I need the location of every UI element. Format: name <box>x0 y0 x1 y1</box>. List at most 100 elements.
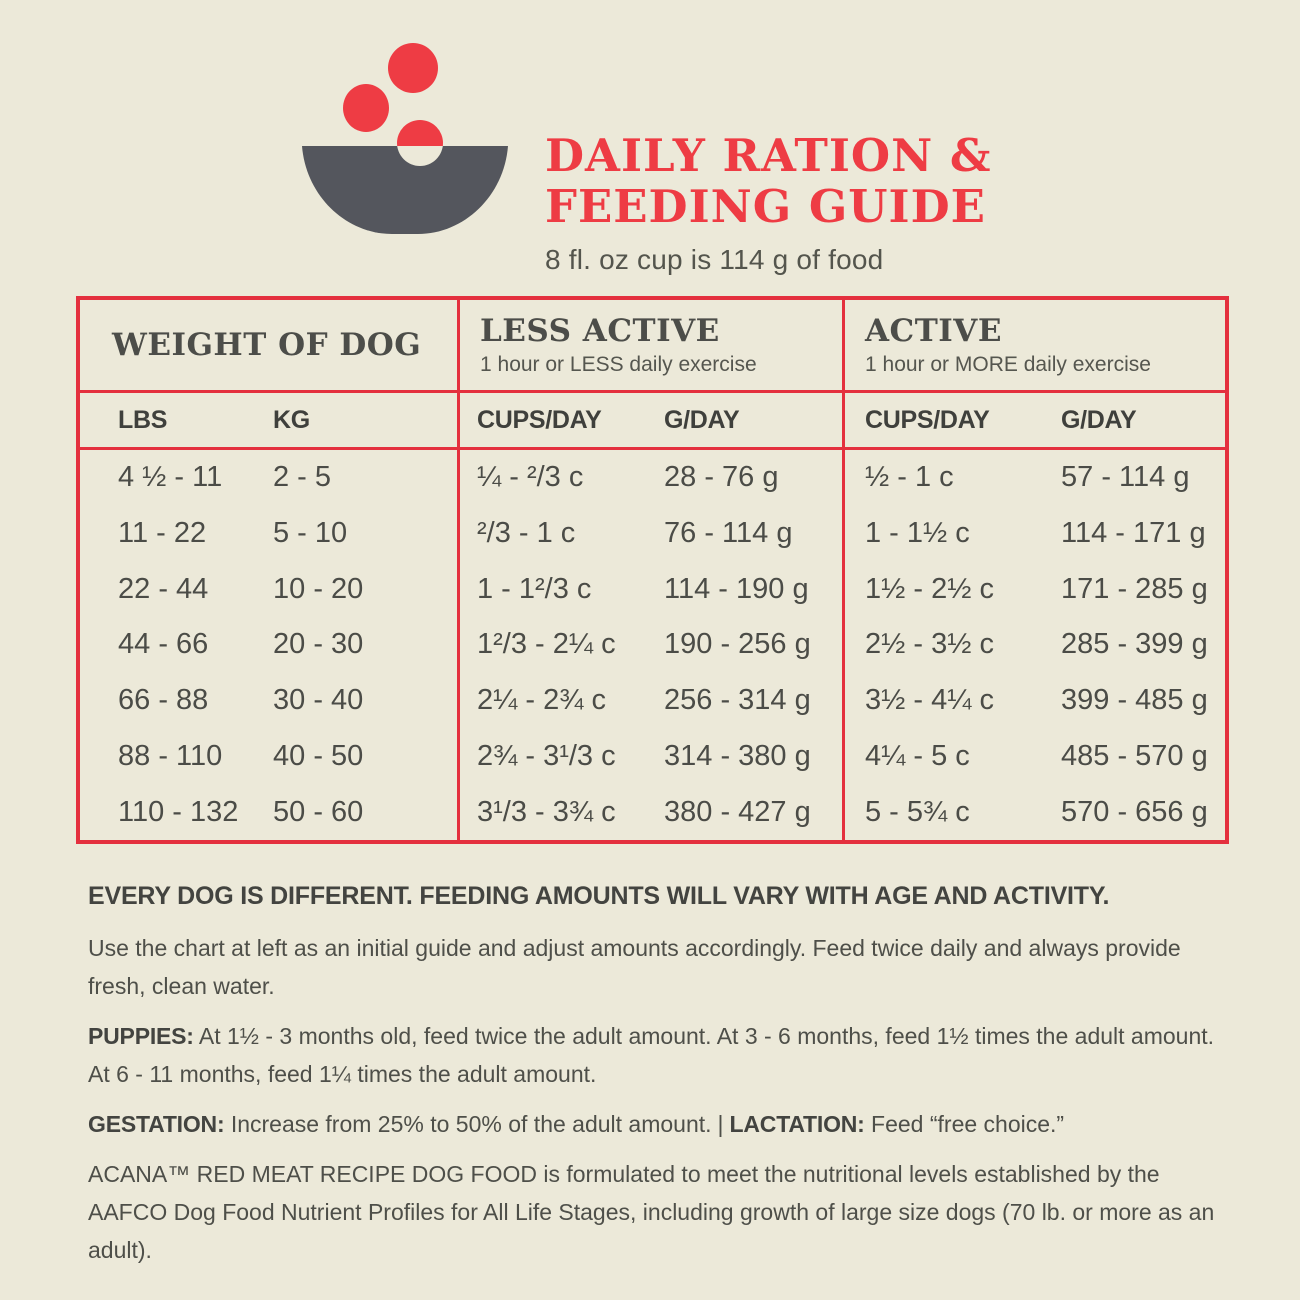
lbs-value: 22 - 44 <box>118 572 209 605</box>
grams-value: 57 - 114 g <box>1061 461 1190 494</box>
column-header-grams: G/DAY <box>1061 405 1137 434</box>
table-row: 5 - 5¾ c 570 - 656 g <box>845 784 1225 840</box>
column-header-lbs: LBS <box>118 405 168 434</box>
kg-value: 50 - 60 <box>273 795 364 828</box>
group-header-less-active: LESS ACTIVE 1 hour or LESS daily exercis… <box>460 300 845 393</box>
gestation-text: Increase from 25% to 50% of the adult am… <box>230 1111 712 1137</box>
table-row: 88 - 110 40 - 50 <box>80 729 457 785</box>
notes-intro: Use the chart at left as an initial guid… <box>88 935 1181 999</box>
table-row: ²/3 - 1 c 76 - 114 g <box>460 506 842 562</box>
kibble-dot-falling-icon <box>397 120 443 166</box>
table-row: 2¾ - 3¹/3 c 314 - 380 g <box>460 729 842 785</box>
notes-puppies: PUPPIES: At 1½ - 3 months old, feed twic… <box>88 1017 1233 1093</box>
cups-value: 2½ - 3½ c <box>865 628 994 661</box>
table-row: 11 - 22 5 - 10 <box>80 506 457 562</box>
column-header-cups: CUPS/DAY <box>477 405 602 434</box>
table-row: 4 ½ - 11 2 - 5 <box>80 450 457 506</box>
group-subtitle: 1 hour or MORE daily exercise <box>865 353 1151 376</box>
cups-value: 1½ - 2½ c <box>865 572 994 605</box>
column-header-kg: KG <box>273 405 310 434</box>
group-header-weight: WEIGHT OF DOG <box>80 300 460 393</box>
less-active-data-column: ¼ - ²/3 c 28 - 76 g ²/3 - 1 c 76 - 114 g… <box>460 450 845 840</box>
puppies-label: PUPPIES: <box>88 1023 194 1049</box>
notes-heading: EVERY DOG IS DIFFERENT. FEEDING AMOUNTS … <box>88 882 1110 910</box>
lbs-value: 44 - 66 <box>118 628 209 661</box>
feeding-table: WEIGHT OF DOG LESS ACTIVE 1 hour or LESS… <box>76 296 1229 844</box>
lactation-label: LACTATION: <box>729 1111 865 1137</box>
column-header-cups: CUPS/DAY <box>865 405 990 434</box>
lbs-value: 110 - 132 <box>118 795 239 828</box>
group-title: WEIGHT OF DOG <box>112 327 422 363</box>
cups-value: 3¹/3 - 3¾ c <box>477 795 616 828</box>
gestation-label: GESTATION: <box>88 1111 225 1137</box>
bowl-icon <box>302 146 508 234</box>
weight-data-column: 4 ½ - 11 2 - 5 11 - 22 5 - 10 22 - 44 10… <box>80 450 460 840</box>
table-row: 66 - 88 30 - 40 <box>80 673 457 729</box>
cups-value: 2¾ - 3¹/3 c <box>477 739 616 772</box>
page-title-line2: FEEDING GUIDE <box>545 180 986 233</box>
table-row: 1 - 1²/3 c 114 - 190 g <box>460 561 842 617</box>
column-header-grams: G/DAY <box>664 405 740 434</box>
cups-value: 3½ - 4¼ c <box>865 684 994 717</box>
lbs-value: 66 - 88 <box>118 684 209 717</box>
table-row: 110 - 132 50 - 60 <box>80 784 457 840</box>
kg-value: 30 - 40 <box>273 684 364 717</box>
cups-value: 1 - 1½ c <box>865 517 970 550</box>
lbs-value: 11 - 22 <box>118 517 207 550</box>
cups-value: 4¼ - 5 c <box>865 739 970 772</box>
lactation-text: Feed “free choice.” <box>871 1111 1065 1137</box>
puppies-text-line2: At 6 - 11 months, feed 1¼ times the adul… <box>88 1061 597 1087</box>
notes-aafco: ACANA™ RED MEAT RECIPE DOG FOOD is formu… <box>88 1161 1215 1263</box>
grams-value: 114 - 190 g <box>664 572 809 605</box>
grams-value: 28 - 76 g <box>664 461 779 494</box>
table-row: 44 - 66 20 - 30 <box>80 617 457 673</box>
kg-value: 10 - 20 <box>273 572 364 605</box>
table-row: 4¼ - 5 c 485 - 570 g <box>845 729 1225 785</box>
cups-value: 1 - 1²/3 c <box>477 572 592 605</box>
grams-value: 190 - 256 g <box>664 628 811 661</box>
grams-value: 485 - 570 g <box>1061 739 1208 772</box>
divider-bar: | <box>717 1111 724 1137</box>
active-data-column: ½ - 1 c 57 - 114 g 1 - 1½ c 114 - 171 g … <box>845 450 1225 840</box>
subheader-weight: LBS KG <box>80 393 460 450</box>
cups-value: ½ - 1 c <box>865 461 954 494</box>
title-block: DAILY RATION & FEEDING GUIDE 8 fl. oz cu… <box>545 130 992 276</box>
cups-value: 5 - 5¾ c <box>865 795 970 828</box>
cups-value: 1²/3 - 2¼ c <box>477 628 616 661</box>
kg-value: 5 - 10 <box>273 517 348 550</box>
table-row: 1½ - 2½ c 171 - 285 g <box>845 561 1225 617</box>
subheader-active: CUPS/DAY G/DAY <box>845 393 1225 450</box>
group-subtitle: 1 hour or LESS daily exercise <box>480 353 757 376</box>
kg-value: 20 - 30 <box>273 628 364 661</box>
cups-value: ²/3 - 1 c <box>477 517 576 550</box>
table-row: ½ - 1 c 57 - 114 g <box>845 450 1225 506</box>
table-row: 2½ - 3½ c 285 - 399 g <box>845 617 1225 673</box>
group-title: ACTIVE <box>865 313 1002 349</box>
notes-gestation-lactation: GESTATION: Increase from 25% to 50% of t… <box>88 1105 1233 1143</box>
table-row: 3½ - 4¼ c 399 - 485 g <box>845 673 1225 729</box>
kg-value: 40 - 50 <box>273 739 364 772</box>
cup-conversion-note: 8 fl. oz cup is 114 g of food <box>545 244 884 275</box>
group-header-active: ACTIVE 1 hour or MORE daily exercise <box>845 300 1225 393</box>
grams-value: 114 - 171 g <box>1061 517 1206 550</box>
grams-value: 256 - 314 g <box>664 684 811 717</box>
cups-value: 2¼ - 2¾ c <box>477 684 606 717</box>
kibble-dot-icon <box>388 43 438 93</box>
feeding-notes: EVERY DOG IS DIFFERENT. FEEDING AMOUNTS … <box>88 882 1233 1281</box>
grams-value: 76 - 114 g <box>664 517 793 550</box>
subheader-less-active: CUPS/DAY G/DAY <box>460 393 845 450</box>
grams-value: 285 - 399 g <box>1061 628 1208 661</box>
grams-value: 570 - 656 g <box>1061 795 1208 828</box>
page-title-line1: DAILY RATION & <box>545 129 992 182</box>
kibble-dot-icon <box>343 84 389 132</box>
grams-value: 380 - 427 g <box>664 795 811 828</box>
kg-value: 2 - 5 <box>273 461 332 494</box>
lbs-value: 4 ½ - 11 <box>118 461 223 494</box>
table-row: 22 - 44 10 - 20 <box>80 561 457 617</box>
grams-value: 399 - 485 g <box>1061 684 1208 717</box>
table-row: 1²/3 - 2¼ c 190 - 256 g <box>460 617 842 673</box>
group-title: LESS ACTIVE <box>480 313 720 349</box>
puppies-text-line1: At 1½ - 3 months old, feed twice the adu… <box>198 1023 1215 1049</box>
grams-value: 314 - 380 g <box>664 739 811 772</box>
